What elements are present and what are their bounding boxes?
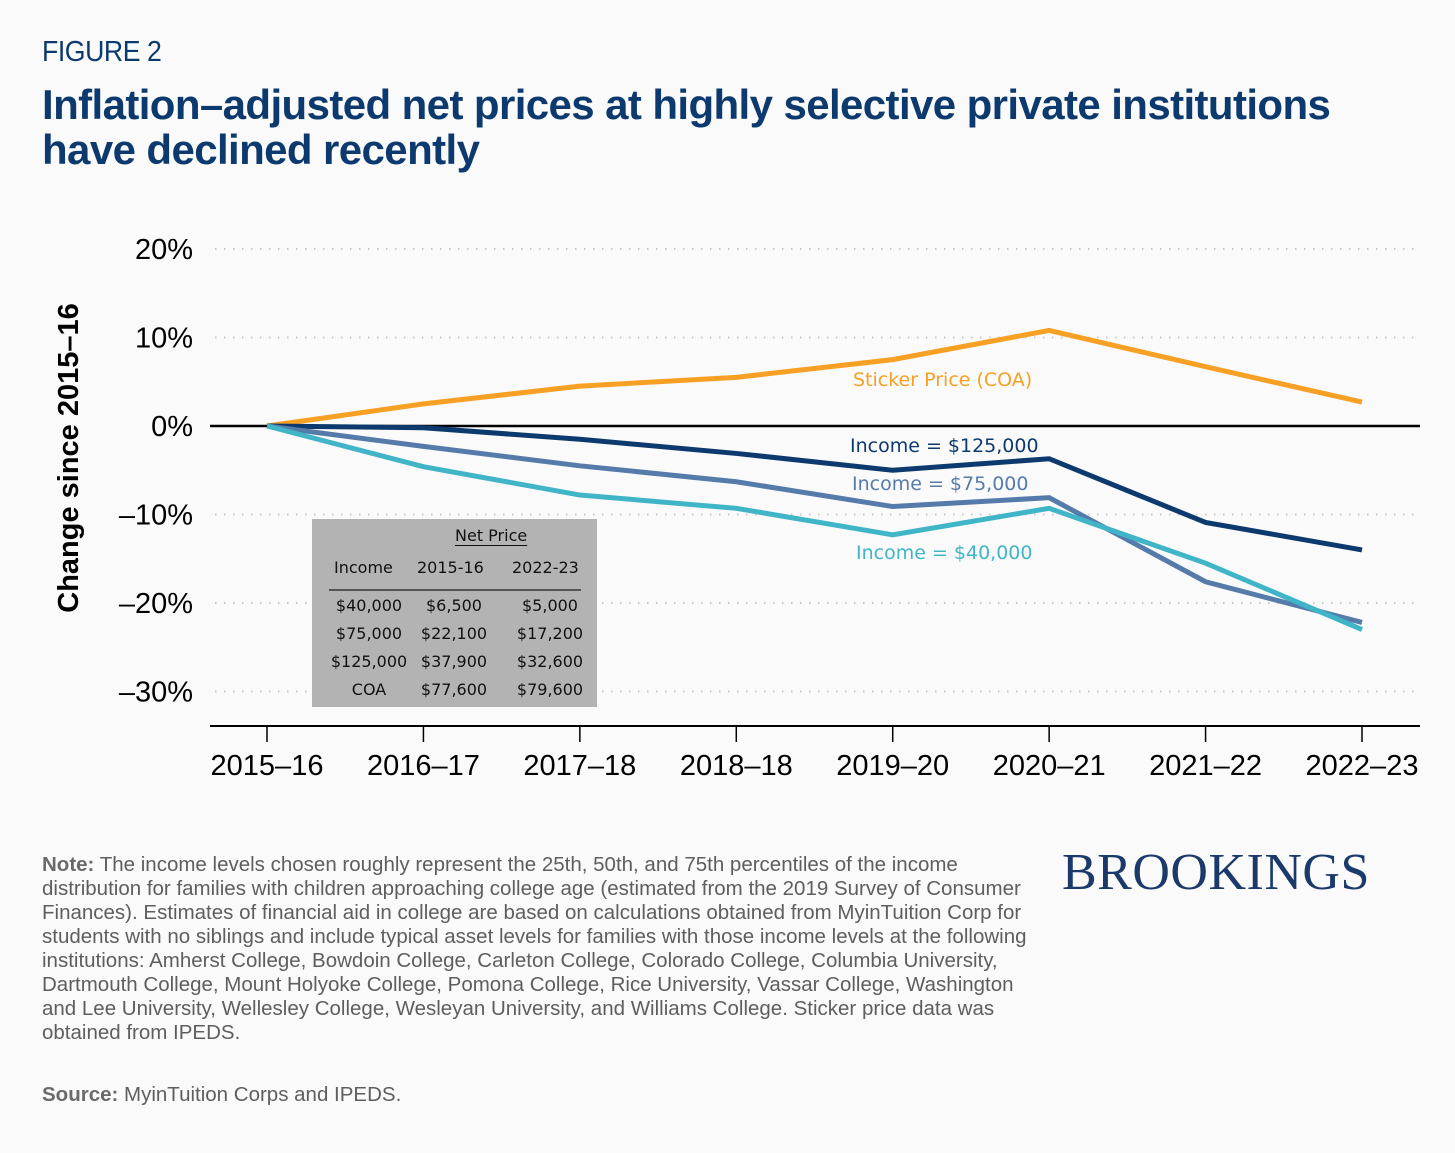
chart-title: Inflation–adjusted net prices at highly … [42,81,1331,173]
table-cell: $79,600 [516,680,584,699]
y-tick-label: 20% [135,234,193,266]
table-cell: $17,200 [516,624,584,643]
x-tick-label: 2021–22 [1149,750,1262,782]
y-tick-label: –10% [119,500,193,532]
table-group-header: Net Price [455,526,528,545]
note-label: Note: [42,853,95,876]
y-axis-label: Change since 2015–16 [53,303,85,613]
table-cell: $75,000 [335,624,403,643]
table-cell: $77,600 [420,680,488,699]
series-line-3 [266,423,1363,632]
brookings-logo: BROOKINGS [1062,844,1370,901]
table-cell: $37,900 [420,652,488,671]
series-line-1 [266,423,1363,553]
series-line-0 [266,327,1363,429]
y-tick-label: –30% [119,677,193,709]
series-line-2 [266,423,1363,625]
figure-label: FIGURE 2 [42,36,162,68]
table-cell: COA [351,680,387,699]
table-header-2022: 2022-23 [512,558,579,577]
note-text: The income levels chosen roughly represe… [42,853,1027,1044]
table-cell: $32,600 [516,652,584,671]
x-tick-label: 2016–17 [367,750,480,782]
table-cell: $6,500 [426,596,482,615]
source: Source: MyinTuition Corps and IPEDS. [42,1083,401,1107]
table-header-2015: 2015-16 [417,558,484,577]
annotation-income-75k: Income = $75,000 [852,473,1028,495]
net-price-table: Net Price Income 2015-16 2022-23 $40,000… [312,519,597,707]
x-tick-label: 2019–20 [836,750,949,782]
table-header-income: Income [334,558,393,577]
note: Note: The income levels chosen roughly r… [42,853,1032,1045]
series-lines [266,327,1363,632]
y-tick-label: 0% [151,411,193,443]
y-tick-label: –20% [119,588,193,620]
table-cell: $40,000 [335,596,403,615]
x-tick-label: 2018–18 [680,750,793,782]
y-axis-ticks: 20% 10% 0% –10% –20% –30% [119,234,193,709]
source-label: Source: [42,1083,119,1106]
table-cell: $5,000 [522,596,578,615]
table-cell: $125,000 [330,652,408,671]
x-tick-label: 2020–21 [993,750,1106,782]
annotation-income-40k: Income = $40,000 [856,542,1032,564]
table-cell: $22,100 [420,624,488,643]
annotation-income-125k: Income = $125,000 [850,435,1039,457]
table-divider [329,589,581,591]
annotation-sticker-price: Sticker Price (COA) [853,369,1032,391]
y-tick-label: 10% [135,323,193,355]
x-axis-ticks: 2015–16 2016–17 2017–18 2018–18 2019–20 2020–… [211,726,1419,782]
x-tick-label: 2017–18 [523,750,636,782]
x-tick-label: 2015–16 [211,750,324,782]
source-text: MyinTuition Corps and IPEDS. [118,1083,402,1106]
x-tick-label: 2022–23 [1306,750,1419,782]
